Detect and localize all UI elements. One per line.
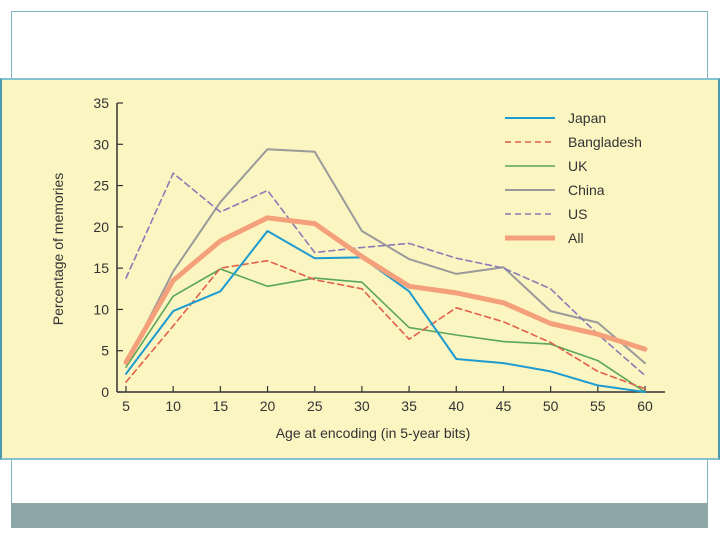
legend: Japan Bangladesh UK China US All	[505, 110, 642, 246]
y-tick-label: 30	[93, 136, 109, 152]
footer-bar	[11, 503, 708, 528]
y-tick-label: 20	[93, 219, 109, 235]
x-tick-label: 20	[260, 398, 276, 414]
series-line-bangladesh	[125, 259, 646, 390]
legend-label-bangladesh: Bangladesh	[568, 134, 642, 150]
y-tick-label: 25	[93, 178, 109, 194]
legend-label-china: China	[568, 182, 605, 198]
series-line-all	[123, 215, 648, 365]
x-tick-label: 55	[590, 398, 606, 414]
x-tick-label: 50	[543, 398, 559, 414]
legend-label-all: All	[568, 230, 584, 246]
x-tick-label: 10	[165, 398, 181, 414]
legend-label-japan: Japan	[568, 110, 606, 126]
x-tick-label: 35	[401, 398, 417, 414]
x-tick-label: 15	[213, 398, 229, 414]
x-tick-label: 60	[637, 398, 653, 414]
x-tick-label: 45	[496, 398, 512, 414]
legend-label-uk: UK	[568, 158, 588, 174]
x-axis-label: Age at encoding (in 5-year bits)	[276, 425, 471, 441]
y-tick-label: 5	[101, 343, 109, 359]
x-tick-label: 25	[307, 398, 323, 414]
y-tick-label: 35	[93, 95, 109, 111]
x-tick-label: 40	[448, 398, 464, 414]
chart-panel	[0, 78, 720, 460]
y-tick-label: 0	[101, 384, 109, 400]
y-axis-label: Percentage of memories	[50, 173, 66, 326]
series-line-china	[125, 148, 646, 365]
y-tick-label: 10	[93, 301, 109, 317]
x-tick-label: 5	[122, 398, 130, 414]
series-layer	[123, 148, 648, 393]
legend-label-us: US	[568, 206, 587, 222]
series-line-us	[125, 172, 646, 377]
x-tick-label: 30	[354, 398, 370, 414]
y-tick-label: 15	[93, 260, 109, 276]
